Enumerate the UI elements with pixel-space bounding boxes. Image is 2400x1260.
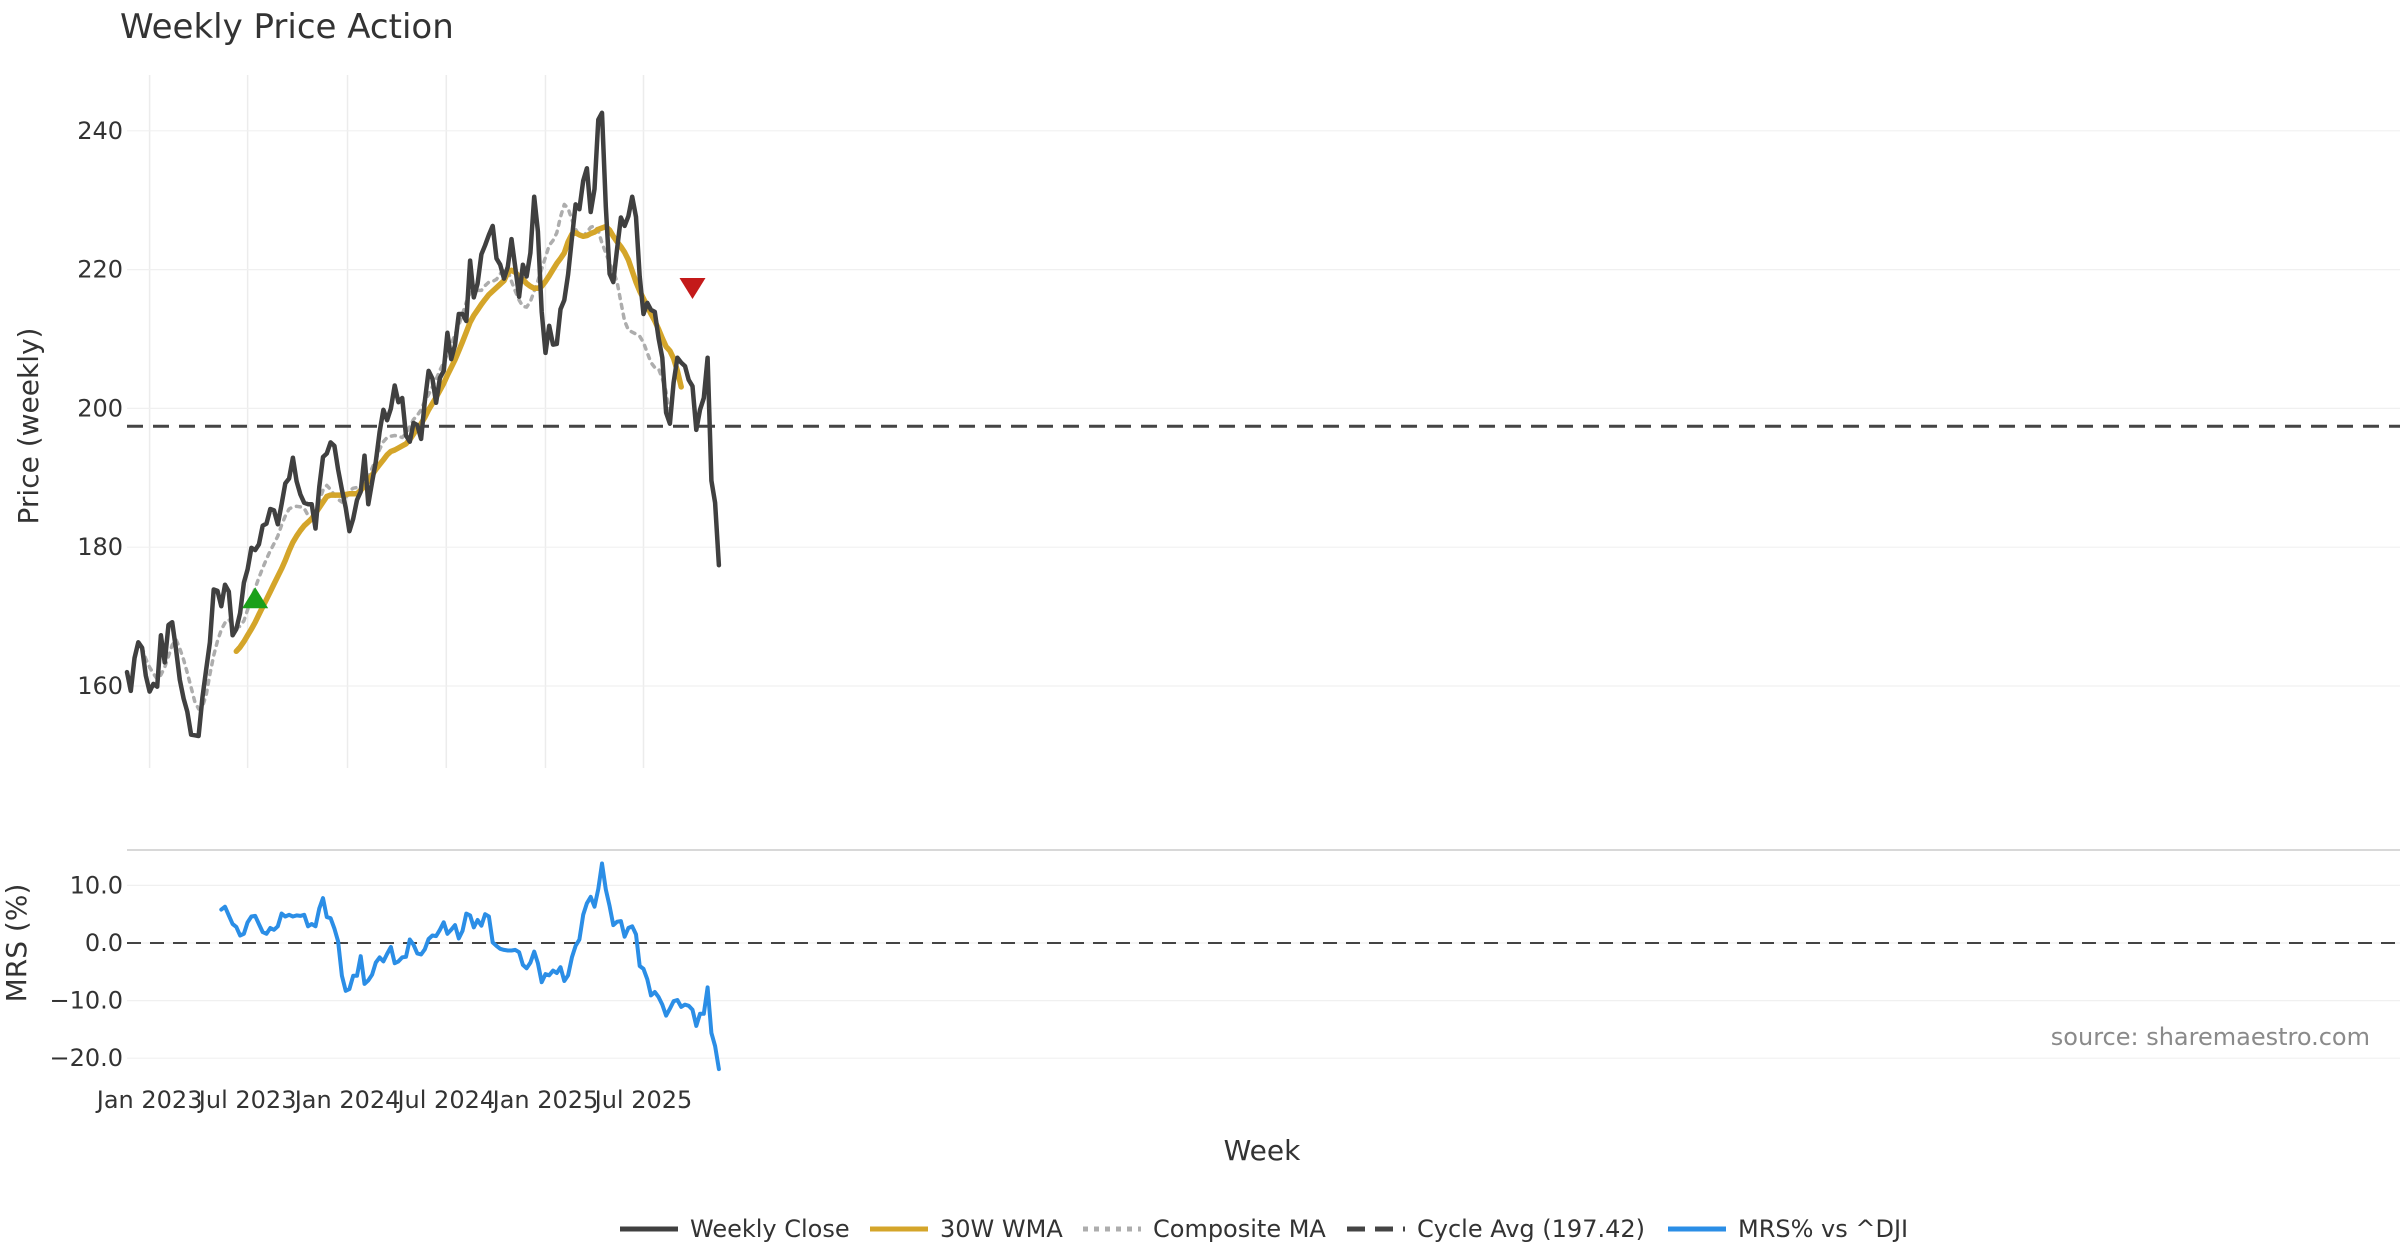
legend: Weekly Close 30W WMA Composite MA Cycle Avg… [620, 1215, 1908, 1243]
price-y-tick-label: 160 [77, 672, 123, 700]
price-y-axis-label: Price (weekly) [12, 328, 45, 525]
x-tick-label: Jan 2025 [491, 1086, 599, 1114]
chart-title: Weekly Price Action [120, 7, 454, 47]
buy-signal-marker [242, 587, 269, 609]
x-axis-label: Week [1224, 1134, 1301, 1167]
legend-label: Cycle Avg (197.42) [1417, 1215, 1645, 1243]
legend-label: 30W WMA [940, 1215, 1063, 1243]
x-tick-label: Jul 2023 [197, 1086, 297, 1114]
source-annotation: source: sharemaestro.com [2051, 1023, 2370, 1051]
mrs-y-axis-label: MRS (%) [0, 884, 33, 1003]
30w-wma-line [233, 223, 684, 655]
price-y-tick-label: 220 [77, 256, 123, 284]
price-y-tick-label: 240 [77, 117, 123, 145]
price-panel-series [124, 110, 2400, 739]
x-tick-label: Jan 2024 [293, 1086, 401, 1114]
mrs-line [219, 861, 721, 1072]
x-tick-label: Jul 2025 [593, 1086, 693, 1114]
legend-label: Composite MA [1153, 1215, 1326, 1243]
legend-label: Weekly Close [690, 1215, 850, 1243]
mrs-y-tick-label: −10.0 [49, 987, 123, 1015]
sell-signal-marker [679, 277, 706, 299]
mrs-y-tick-label: 0.0 [85, 929, 123, 957]
weekly-close-line [124, 110, 722, 739]
mrs-y-tick-label: −20.0 [49, 1044, 123, 1072]
mrs-panel-series [219, 861, 721, 1072]
x-tick-label: Jul 2024 [395, 1086, 495, 1114]
x-tick-label: Jan 2023 [95, 1086, 203, 1114]
mrs-y-tick-label: 10.0 [70, 871, 123, 899]
price-y-tick-label: 200 [77, 394, 123, 422]
price-y-tick-label: 180 [77, 533, 123, 561]
mrs-panel-grid [127, 849, 2400, 1059]
legend-label: MRS% vs ^DJI [1738, 1215, 1908, 1243]
composite-ma-line [140, 202, 672, 711]
price-panel-grid [127, 75, 2400, 768]
